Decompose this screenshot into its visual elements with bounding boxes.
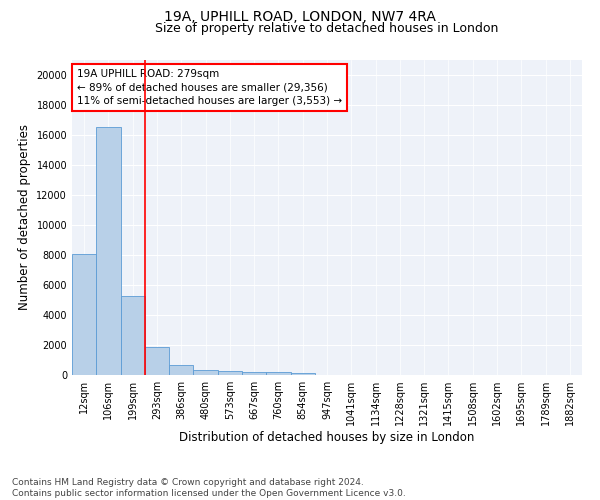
Bar xyxy=(72,254,96,375)
Title: Size of property relative to detached houses in London: Size of property relative to detached ho… xyxy=(155,22,499,35)
Bar xyxy=(290,372,315,375)
Bar xyxy=(145,347,169,375)
Bar xyxy=(96,128,121,375)
Bar xyxy=(169,365,193,375)
Bar xyxy=(266,372,290,375)
Bar xyxy=(218,371,242,375)
X-axis label: Distribution of detached houses by size in London: Distribution of detached houses by size … xyxy=(179,431,475,444)
Y-axis label: Number of detached properties: Number of detached properties xyxy=(18,124,31,310)
Bar xyxy=(121,296,145,375)
Bar xyxy=(242,372,266,375)
Text: 19A, UPHILL ROAD, LONDON, NW7 4RA: 19A, UPHILL ROAD, LONDON, NW7 4RA xyxy=(164,10,436,24)
Text: Contains HM Land Registry data © Crown copyright and database right 2024.
Contai: Contains HM Land Registry data © Crown c… xyxy=(12,478,406,498)
Bar xyxy=(193,370,218,375)
Text: 19A UPHILL ROAD: 279sqm
← 89% of detached houses are smaller (29,356)
11% of sem: 19A UPHILL ROAD: 279sqm ← 89% of detache… xyxy=(77,70,342,106)
